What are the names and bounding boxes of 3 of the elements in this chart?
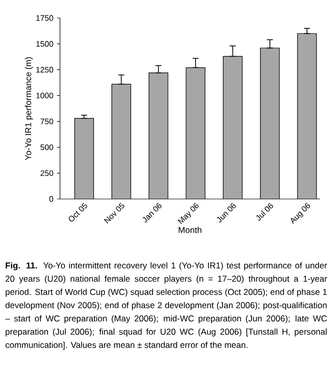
y-axis-title: Yo-Yo IR1 performance (m) (24, 57, 33, 160)
x-axis-title: Month (178, 226, 202, 233)
text: Fig. 11. Yo-Yo intermittent recovery level 1 (Yo-Yo IR1) test performance of under 20 years (U20) national female soccer players (n = 17–20) throughout a 1-year period. Start of World Cup (WC) squad selection process (Oct 2005); end of phase 1 development (Nov 2005); end of phase 2 development (Jan 2006); post-qualification – start of WC preparation (May 2006); mid-WC preparation (Jun 2006); late WC preparation (Jul 2006); final squad for U20 WC (Aug 2006) [Tunstall H, personal communication]. Values are mean ± standard error of the mean. (5, 262, 328, 350)
